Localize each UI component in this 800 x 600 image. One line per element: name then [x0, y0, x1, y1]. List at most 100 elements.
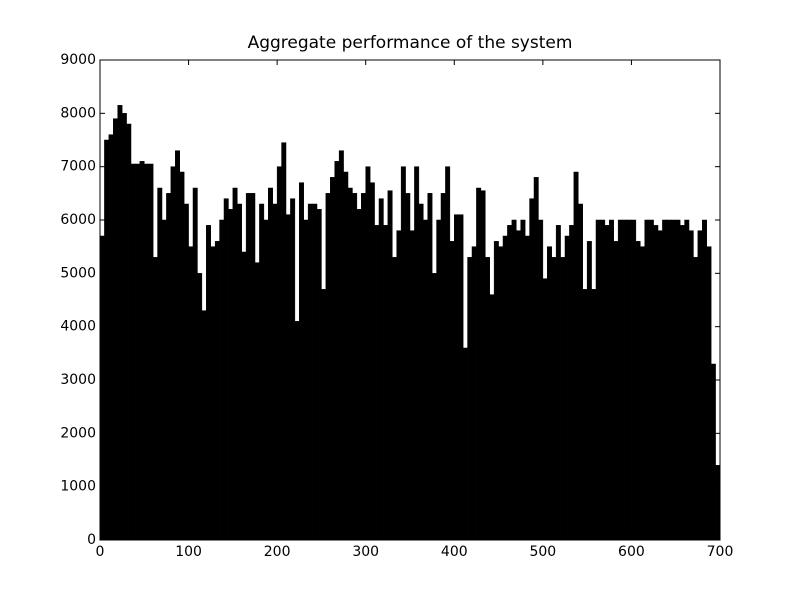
x-tick-label: 600: [618, 544, 645, 560]
bar: [201, 310, 207, 541]
bar: [259, 203, 265, 541]
frame: [99, 59, 721, 541]
bar: [609, 219, 614, 541]
bar: [214, 241, 220, 541]
bar: [170, 166, 176, 541]
bar: [108, 134, 114, 541]
bar: [113, 118, 118, 541]
bar: [524, 235, 530, 541]
bar: [263, 219, 269, 541]
bar: [179, 171, 185, 541]
bar: [228, 209, 234, 541]
bar: [104, 139, 110, 541]
bar: [338, 150, 344, 541]
bar: [551, 257, 557, 541]
bar: [706, 246, 712, 541]
bar: [502, 235, 508, 541]
bar: [409, 230, 415, 541]
bar: [290, 198, 296, 541]
y-tick-label: 2000: [60, 425, 96, 441]
bar: [405, 193, 411, 541]
bar: [369, 182, 375, 541]
bar: [613, 241, 619, 541]
bar: [210, 246, 216, 541]
bar: [458, 214, 464, 541]
bar: [139, 161, 145, 541]
bar: [542, 278, 548, 541]
x-tick-label: 100: [175, 544, 202, 560]
bar: [591, 289, 597, 541]
bar: [507, 225, 513, 541]
bar: [538, 219, 544, 541]
bar: [657, 230, 663, 541]
bar: [268, 187, 273, 541]
y-tick-label: 5000: [60, 265, 96, 281]
bar: [560, 257, 566, 541]
bar: [471, 246, 477, 541]
bar: [343, 171, 349, 541]
bar: [99, 235, 105, 541]
bar: [272, 203, 278, 541]
bar: [316, 209, 322, 541]
bar: [631, 219, 637, 541]
bar: [285, 214, 291, 541]
bar: [440, 193, 446, 541]
bar: [307, 203, 313, 541]
bar: [294, 321, 300, 541]
bar: [648, 219, 654, 541]
bar: [183, 203, 189, 541]
bar: [241, 251, 247, 541]
bar: [276, 166, 282, 541]
bar: [684, 219, 690, 541]
bar: [467, 257, 473, 541]
bar: [520, 219, 526, 541]
bar: [511, 219, 517, 541]
bar: [715, 465, 721, 541]
x-tick-label: 0: [96, 544, 105, 560]
bar: [144, 163, 149, 541]
bar: [192, 187, 198, 541]
bar: [564, 235, 570, 541]
bar: [152, 257, 158, 541]
bar: [644, 219, 650, 541]
bar: [303, 219, 309, 541]
bar: [573, 171, 579, 541]
bar: [418, 203, 424, 541]
y-tick-label: 0: [87, 532, 96, 548]
x-tick-label: 200: [264, 544, 291, 560]
bar: [462, 347, 468, 541]
bar: [414, 166, 420, 541]
bar: [148, 163, 154, 541]
bar: [232, 187, 238, 541]
bar: [250, 193, 256, 541]
bar: [516, 230, 521, 541]
bar: [117, 105, 123, 541]
bar: [640, 246, 645, 541]
bar: [666, 219, 672, 541]
bar: [135, 163, 141, 541]
bar: [617, 219, 623, 541]
bar: [126, 123, 132, 541]
x-tick-label: 400: [441, 544, 468, 560]
bar: [237, 203, 242, 541]
bar: [374, 225, 380, 541]
bar: [436, 219, 442, 541]
bar: [130, 163, 136, 541]
bar: [688, 230, 694, 541]
bar: [569, 225, 575, 541]
bar: [431, 273, 437, 541]
bar: [166, 193, 172, 541]
bar: [445, 166, 451, 541]
bar: [383, 225, 389, 541]
bar: [476, 187, 482, 541]
bar: [493, 241, 499, 541]
bar: [223, 198, 229, 541]
bar: [347, 187, 353, 541]
bar: [361, 193, 366, 541]
bar: [555, 225, 561, 541]
bar: [622, 219, 628, 541]
bar: [352, 193, 358, 541]
bar: [387, 190, 393, 541]
bar: [578, 203, 583, 541]
